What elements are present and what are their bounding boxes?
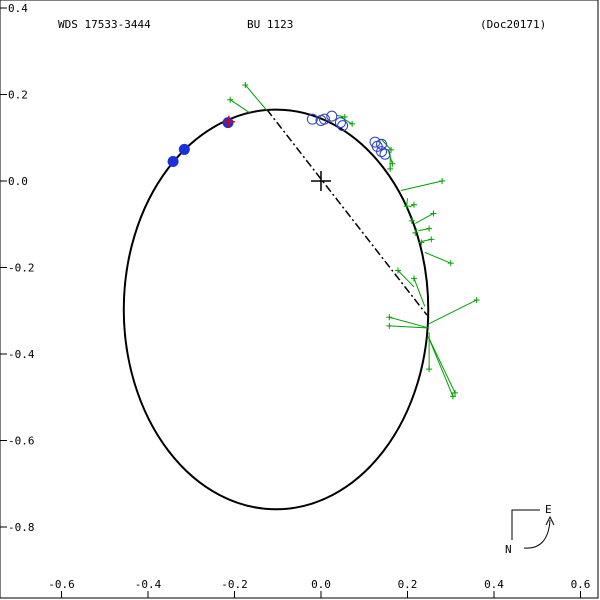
- micrometric-point: [430, 210, 437, 217]
- interferometric-point: [334, 117, 346, 129]
- residual-layer: [229, 84, 477, 397]
- residual-line: [413, 278, 426, 307]
- micrometric-point: [386, 314, 393, 321]
- compass-axes: [511, 509, 540, 540]
- header-center: BU 1123: [247, 18, 293, 31]
- micrometric-point: [389, 160, 396, 167]
- micrometric-point: [410, 201, 417, 208]
- micrometric-point: [341, 113, 348, 120]
- x-tick-label: -0.6: [48, 578, 75, 591]
- interferometric-point: [318, 113, 330, 125]
- micrometric-point: [426, 366, 433, 373]
- compass-rotation-arc: [523, 519, 551, 549]
- micrometric-point: [403, 203, 410, 210]
- compass-north-label: N: [505, 543, 512, 556]
- y-tick-label: -0.4: [8, 348, 35, 361]
- micrometric-point: [426, 225, 433, 232]
- residual-line: [229, 99, 250, 114]
- micrometric-point: [388, 146, 395, 153]
- x-tick-label: 0.2: [398, 578, 418, 591]
- micrometric-point: [452, 389, 459, 396]
- interferometric-point: [379, 148, 391, 160]
- micrometric-point: [412, 229, 419, 236]
- residual-line: [389, 325, 430, 329]
- residual-line: [415, 212, 434, 224]
- compass-east-label: E: [545, 503, 552, 516]
- micrometric-point: [349, 120, 356, 127]
- filled-measure-point: [178, 143, 190, 155]
- filled-measure-point: [222, 117, 234, 129]
- residual-line: [397, 270, 415, 288]
- micrometric-point: [387, 165, 394, 172]
- filled-measure-point: [167, 156, 179, 168]
- residual-line: [389, 316, 430, 329]
- compass: E N: [505, 503, 555, 556]
- micrometric-point: [386, 322, 393, 329]
- interferometric-point: [306, 113, 318, 125]
- micrometric-point: [227, 96, 234, 103]
- micrometric-point: [439, 178, 446, 184]
- interferometric-point: [376, 146, 388, 158]
- x-tick-label: -0.2: [221, 578, 248, 591]
- compass-arrow-head: [545, 515, 555, 526]
- residual-line: [428, 299, 477, 325]
- residual-line: [427, 336, 454, 397]
- micrometric-point: [473, 296, 480, 303]
- interferometric-point: [337, 120, 349, 132]
- header-right: (Doc20171): [480, 18, 546, 31]
- micrometric-point: [428, 236, 435, 243]
- orbit-ellipse: [122, 108, 430, 511]
- y-tick-label: -0.2: [8, 262, 35, 275]
- header-left: WDS 17533-3444: [58, 18, 151, 31]
- micrometric-point: [418, 239, 425, 246]
- residual-line: [244, 84, 268, 111]
- x-tick-label: -0.4: [135, 578, 162, 591]
- residual-line: [427, 336, 456, 394]
- y-tick-label: 0.4: [8, 2, 28, 15]
- residual-line: [424, 251, 451, 264]
- micrometric-point: [447, 260, 454, 267]
- y-tick-label: -0.6: [8, 435, 35, 448]
- orbit-layer: [122, 108, 430, 511]
- y-tick-label: 0.2: [8, 89, 28, 102]
- x-tick-label: 0.4: [484, 578, 504, 591]
- micrometric-point: [449, 393, 456, 400]
- axis-ticks: -0.6 -0.4 -0.2 0.0 0.2 0.4 0.6 0.4 0.2 0.0 -0.2 -0.…: [0, 2, 590, 598]
- x-tick-label: 0.6: [571, 578, 591, 591]
- interferometric-point: [326, 110, 338, 122]
- predicted-position-point: [222, 115, 235, 128]
- interferometric-point: [376, 138, 388, 150]
- micrometric-point: [394, 267, 401, 274]
- marker-layer: [167, 81, 480, 400]
- micrometric-point: [242, 81, 249, 88]
- x-tick-label: 0.0: [311, 578, 331, 591]
- line-of-nodes: [266, 109, 428, 316]
- y-tick-label: -0.8: [8, 521, 35, 534]
- y-tick-label: 0.0: [8, 175, 28, 188]
- residual-line: [400, 180, 443, 192]
- micrometric-point: [410, 275, 417, 282]
- micrometric-point: [408, 217, 415, 224]
